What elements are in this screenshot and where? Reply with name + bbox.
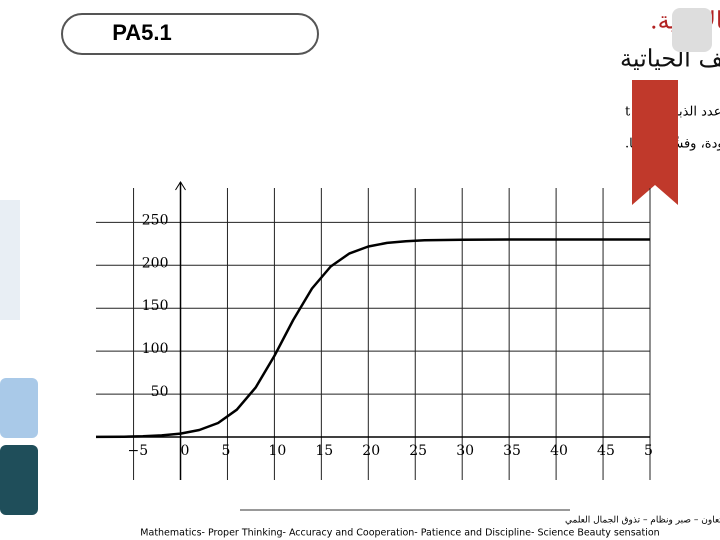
deco-box xyxy=(0,200,20,320)
curve xyxy=(95,238,650,439)
x-tick-label: −5 xyxy=(128,443,149,459)
x-tick-label: 25 xyxy=(409,443,427,459)
y-tick-label: 100 xyxy=(142,341,169,357)
x-tick-label: 0 xyxy=(181,443,190,459)
y-tick-label: 200 xyxy=(142,255,169,271)
y-tick-label: 150 xyxy=(142,298,169,314)
deco-box xyxy=(672,8,712,52)
x-tick-label: 30 xyxy=(456,443,474,459)
x-tick-label: 5 xyxy=(644,443,653,459)
x-tick-label: 45 xyxy=(597,443,615,459)
footer-ar: الرياضيات – تفكير سليم – دقة وتعاون – صب… xyxy=(565,516,720,526)
code-pill xyxy=(61,13,319,55)
footer-en: Mathematics- Proper Thinking- Accuracy a… xyxy=(140,528,659,539)
y-tick-label: 250 xyxy=(142,212,169,228)
deco-box xyxy=(0,378,38,438)
deco-bookmark xyxy=(632,80,678,205)
x-tick-label: 5 xyxy=(221,443,230,459)
x-tick-label: 20 xyxy=(362,443,380,459)
x-tick-label: 40 xyxy=(550,443,568,459)
x-tick-label: 35 xyxy=(503,443,521,459)
y-tick-label: 50 xyxy=(151,384,169,400)
axis-arrow xyxy=(175,181,186,191)
x-tick-label: 15 xyxy=(315,443,333,459)
slide-code: PA5.1 xyxy=(112,20,172,45)
x-tick-label: 10 xyxy=(268,443,286,459)
deco-box xyxy=(0,445,38,515)
